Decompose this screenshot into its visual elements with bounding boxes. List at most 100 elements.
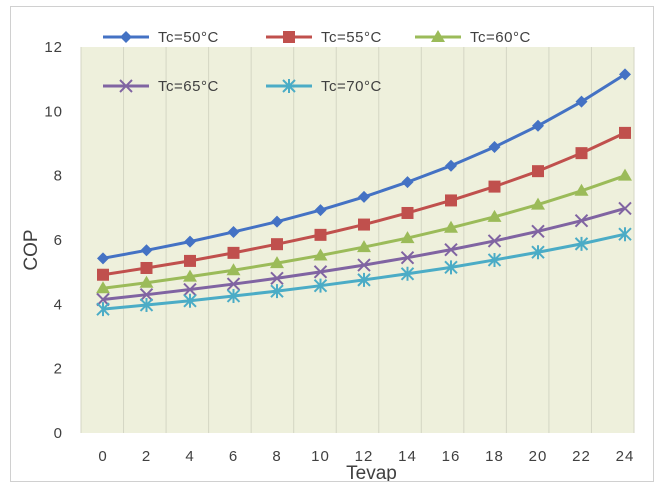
legend-item: Tc=60°C — [415, 29, 531, 46]
data-point — [444, 242, 458, 257]
data-point — [183, 282, 197, 297]
data-point — [270, 271, 284, 285]
data-point — [227, 246, 240, 259]
data-point — [531, 197, 545, 210]
y-axis-title: COP — [21, 229, 42, 270]
data-point — [271, 238, 283, 251]
data-point — [271, 215, 283, 228]
x-tick-label: 14 — [398, 448, 417, 465]
legend-label: Tc=65°C — [158, 78, 219, 95]
series-1 — [97, 68, 631, 265]
data-point — [358, 190, 370, 203]
y-tick-labels: 0 2 4 6 8 10 12 — [44, 39, 63, 442]
x-tick-label: 16 — [442, 448, 461, 465]
x-tick-label: 4 — [185, 448, 194, 465]
data-point — [445, 194, 457, 207]
data-point — [444, 260, 458, 275]
data-point — [488, 141, 501, 154]
legend-marker — [119, 79, 133, 93]
x-tick-label: 18 — [485, 448, 504, 465]
series-4 — [96, 201, 632, 307]
data-point — [532, 119, 544, 132]
y-tick-label: 8 — [54, 168, 63, 185]
series-3 — [96, 168, 632, 294]
y-tick-label: 2 — [54, 361, 63, 378]
data-point — [226, 277, 241, 291]
data-point — [487, 252, 502, 267]
data-point — [487, 209, 502, 222]
x-tick-label: 12 — [355, 448, 374, 465]
data-point — [618, 201, 632, 216]
x-tick-labels: 0 2 4 6 8 10 12 14 16 18 20 22 24 — [98, 448, 635, 465]
chart-frame: 0 2 4 6 8 10 12 0 2 4 6 8 10 12 14 16 18 20 22 24 Tc=50°C T… — [10, 6, 654, 482]
data-point — [270, 256, 284, 269]
legend-item: Tc=55°C — [266, 29, 382, 46]
legend-label: Tc=60°C — [470, 29, 531, 46]
legend: Tc=50°C Tc=55°C Tc=60°C Tc=65°C Tc=70°C — [103, 29, 531, 95]
data-point — [227, 225, 240, 238]
x-tick-label: 6 — [229, 448, 238, 465]
data-point — [357, 272, 371, 287]
data-point — [97, 268, 109, 281]
y-tick-label: 6 — [54, 232, 63, 249]
data-point — [618, 168, 632, 181]
data-point — [532, 165, 544, 178]
y-tick-label: 4 — [54, 296, 63, 313]
data-point — [270, 284, 284, 299]
x-tick-label: 8 — [272, 448, 281, 465]
data-point — [139, 275, 154, 288]
data-point — [184, 254, 196, 267]
data-point — [313, 278, 328, 293]
data-point — [139, 297, 154, 312]
legend-label: Tc=50°C — [158, 29, 219, 46]
data-point — [183, 269, 197, 282]
data-point — [487, 234, 502, 248]
data-point — [358, 218, 370, 231]
data-point — [444, 220, 458, 233]
data-point — [488, 180, 501, 193]
data-point — [619, 126, 631, 139]
x-tick-label: 10 — [311, 448, 330, 465]
data-point — [97, 252, 109, 265]
data-point — [574, 183, 589, 196]
data-point — [140, 261, 153, 274]
data-point — [618, 227, 632, 242]
data-point — [357, 240, 371, 253]
data-point — [575, 95, 588, 108]
data-point — [96, 302, 110, 317]
series-5 — [96, 227, 632, 317]
y-tick-label: 12 — [44, 39, 63, 56]
plot-area — [81, 47, 634, 433]
data-point — [400, 231, 415, 244]
x-tick-label: 24 — [616, 448, 635, 465]
data-point — [184, 235, 196, 248]
data-point — [226, 263, 241, 276]
data-point — [531, 245, 545, 260]
data-point — [400, 250, 415, 265]
data-point — [574, 236, 589, 251]
y-tick-label: 10 — [44, 103, 63, 120]
x-tick-label: 22 — [572, 448, 591, 465]
series-group — [96, 68, 632, 317]
data-point — [401, 176, 414, 189]
data-point — [575, 147, 588, 160]
legend-label: Tc=70°C — [321, 78, 382, 95]
data-point — [226, 288, 241, 303]
data-point — [401, 206, 414, 219]
legend-item: Tc=50°C — [103, 29, 219, 46]
data-point — [619, 68, 631, 81]
data-point — [313, 248, 328, 261]
data-point — [574, 213, 589, 228]
data-point — [445, 159, 457, 172]
legend-marker — [282, 79, 296, 93]
legend-item: Tc=70°C — [266, 78, 382, 95]
y-tick-label: 0 — [54, 425, 63, 442]
data-point — [357, 258, 371, 272]
legend-label: Tc=55°C — [321, 29, 382, 46]
legend-marker — [120, 31, 132, 43]
legend-item: Tc=65°C — [103, 78, 219, 95]
data-point — [314, 228, 327, 241]
x-axis-title: Tevap — [346, 463, 397, 481]
x-tick-label: 0 — [98, 448, 107, 465]
